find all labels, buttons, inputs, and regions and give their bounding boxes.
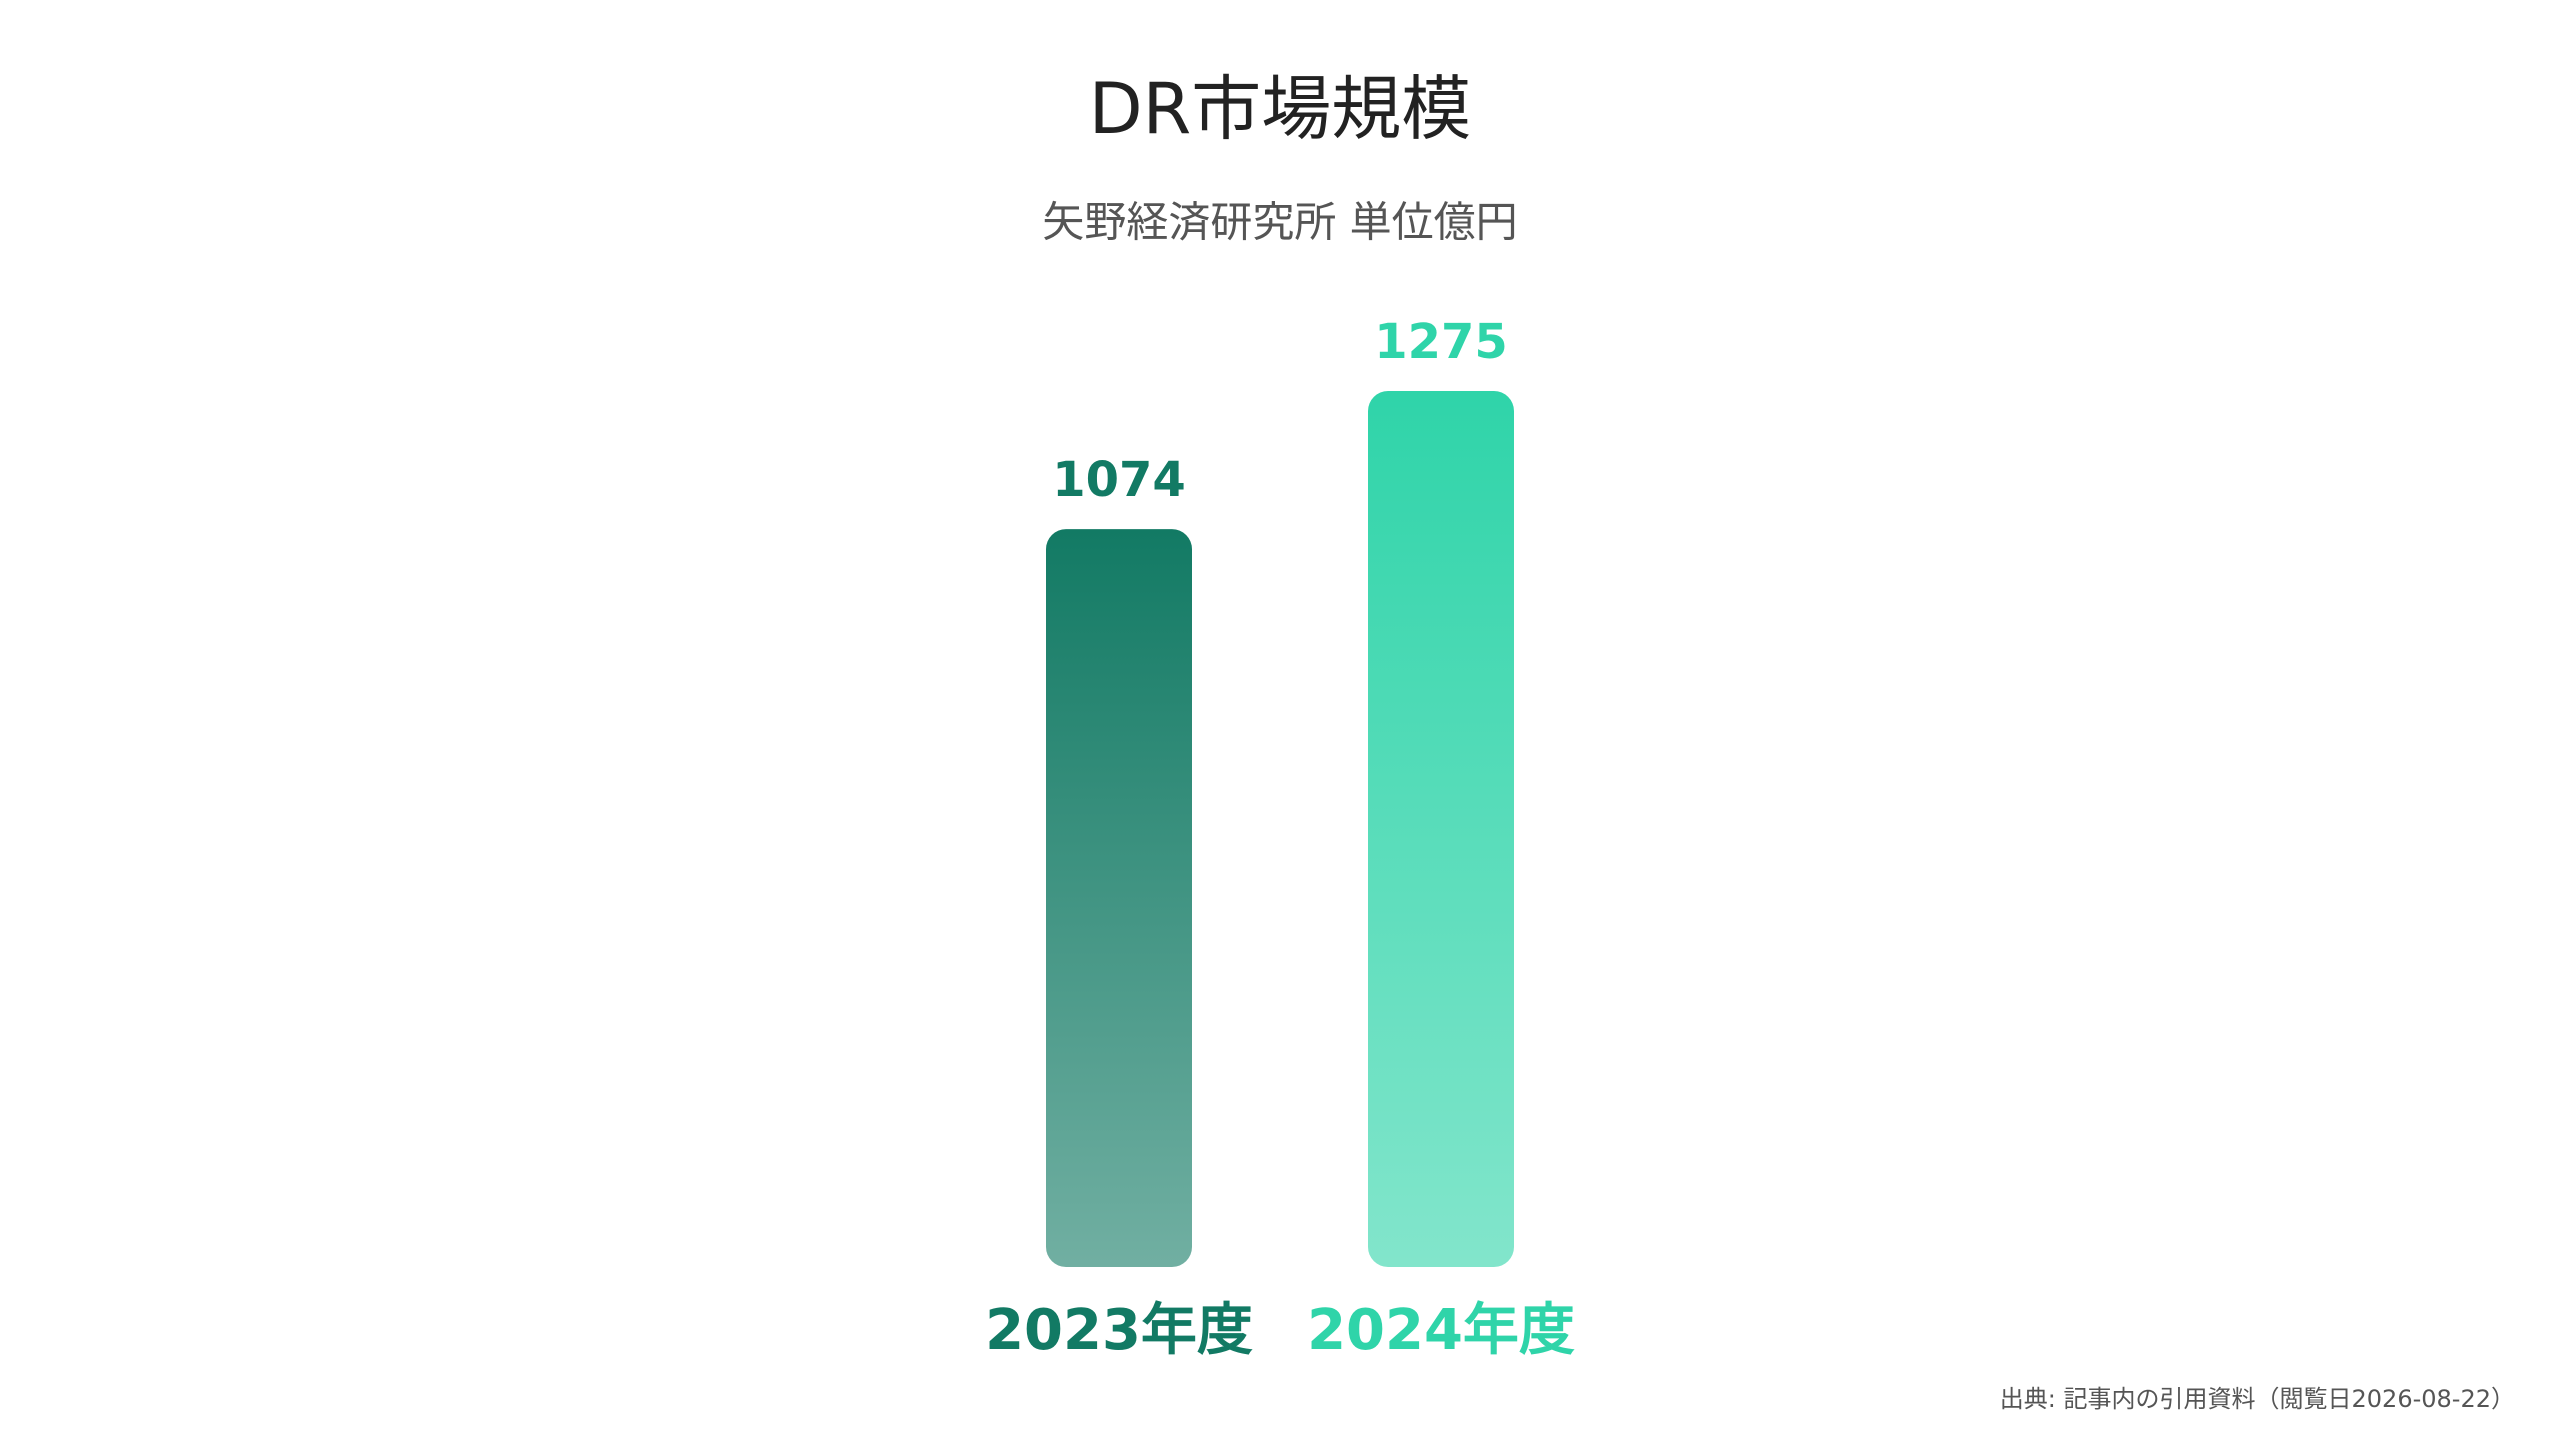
value-label: 1074 [1052,452,1186,508]
x-tick-label: 2023年度 [985,1298,1253,1363]
x-tick-label: 2024年度 [1307,1298,1575,1363]
chart-subtitle: 矢野経済研究所 単位億円 [1042,198,1517,247]
source-note: 出典: 記事内の引用資料（閲覧日2026-08-22） [2000,1385,2515,1413]
bar [1046,529,1192,1267]
bar [1368,391,1514,1267]
value-label: 1275 [1374,314,1508,370]
chart-title: DR市場規模 [1089,68,1472,150]
